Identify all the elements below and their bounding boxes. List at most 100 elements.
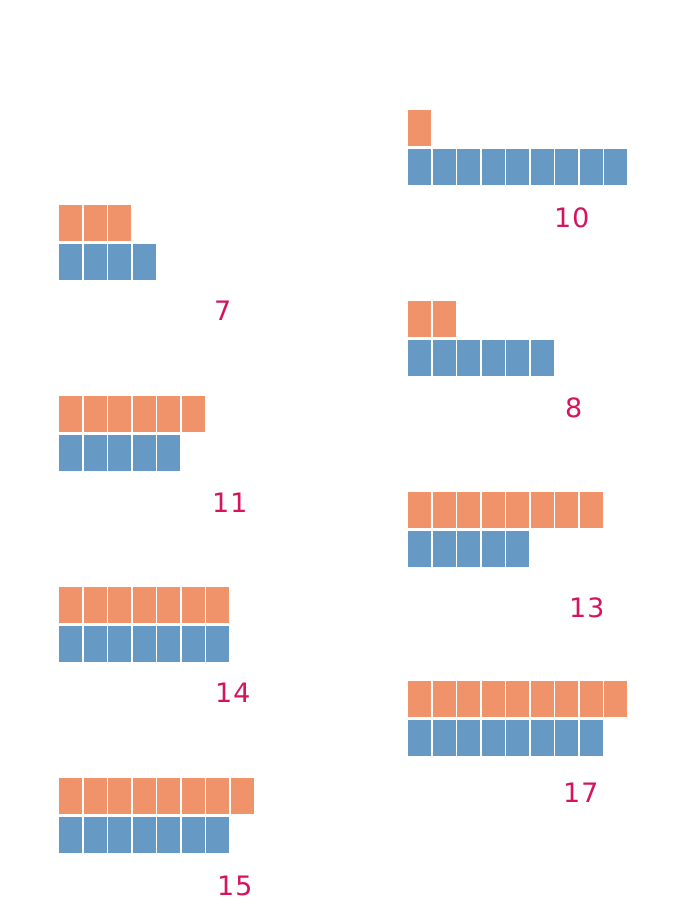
blue-square <box>108 244 131 280</box>
orange-square <box>83 396 107 432</box>
total-label: 14 <box>215 678 252 709</box>
blue-square <box>59 435 82 471</box>
bottom-row <box>59 817 231 853</box>
total-label: 11 <box>212 488 249 519</box>
total-label: 17 <box>563 778 600 809</box>
blue-square <box>432 340 456 376</box>
orange-square <box>408 110 431 146</box>
blue-square <box>481 340 505 376</box>
bottom-row <box>408 340 555 376</box>
blue-square <box>457 720 480 756</box>
blue-square <box>108 435 131 471</box>
blue-square <box>181 626 205 662</box>
blue-square <box>432 149 456 185</box>
blue-square <box>506 340 529 376</box>
orange-square <box>59 205 82 241</box>
orange-square <box>108 205 131 241</box>
top-row <box>408 301 457 337</box>
orange-square <box>408 681 431 717</box>
blue-square <box>579 149 603 185</box>
blue-square <box>530 149 554 185</box>
orange-square <box>579 681 603 717</box>
blue-square <box>83 435 107 471</box>
orange-square <box>457 492 480 528</box>
orange-square <box>555 681 578 717</box>
orange-square <box>181 587 205 623</box>
blue-square <box>108 626 131 662</box>
orange-square <box>604 681 627 717</box>
blue-square <box>206 817 229 853</box>
orange-square <box>555 492 578 528</box>
blue-square <box>59 244 82 280</box>
orange-square <box>432 301 456 337</box>
blue-square <box>408 531 431 567</box>
bottom-row <box>59 626 231 662</box>
blue-square <box>432 720 456 756</box>
blue-square <box>555 720 578 756</box>
orange-square <box>157 396 180 432</box>
blue-square <box>108 817 131 853</box>
blue-square <box>157 817 180 853</box>
bottom-row <box>59 244 157 280</box>
blue-square <box>132 435 156 471</box>
blue-square <box>157 435 180 471</box>
total-label: 13 <box>569 593 606 624</box>
blue-square <box>457 340 480 376</box>
blue-square <box>408 340 431 376</box>
blue-square <box>59 817 82 853</box>
blue-square <box>132 244 156 280</box>
blue-square <box>157 626 180 662</box>
orange-square <box>206 587 229 623</box>
orange-square <box>132 396 156 432</box>
blue-square <box>481 720 505 756</box>
total-label: 8 <box>565 393 584 424</box>
blue-square <box>555 149 578 185</box>
blue-square <box>59 626 82 662</box>
bottom-row <box>59 435 182 471</box>
orange-square <box>108 587 131 623</box>
blue-square <box>579 720 603 756</box>
blue-square <box>408 149 431 185</box>
orange-square <box>579 492 603 528</box>
blue-square <box>83 244 107 280</box>
blue-square <box>457 149 480 185</box>
orange-square <box>408 492 431 528</box>
blue-square <box>432 531 456 567</box>
top-row <box>408 492 604 528</box>
blue-square <box>604 149 627 185</box>
orange-square <box>481 492 505 528</box>
orange-square <box>530 492 554 528</box>
blue-square <box>206 626 229 662</box>
blue-square <box>506 720 529 756</box>
bottom-row <box>408 531 531 567</box>
orange-square <box>181 778 205 814</box>
blue-square <box>132 626 156 662</box>
orange-square <box>432 492 456 528</box>
orange-square <box>181 396 205 432</box>
top-row <box>59 587 231 623</box>
orange-square <box>457 681 480 717</box>
orange-square <box>481 681 505 717</box>
blue-square <box>530 340 554 376</box>
top-row <box>59 396 206 432</box>
orange-square <box>157 587 180 623</box>
blue-square <box>408 720 431 756</box>
orange-square <box>59 396 82 432</box>
orange-square <box>132 778 156 814</box>
blue-square <box>181 817 205 853</box>
top-row <box>408 110 433 146</box>
total-label: 15 <box>217 871 254 902</box>
blue-square <box>530 720 554 756</box>
top-row <box>408 681 629 717</box>
total-label: 7 <box>214 296 233 327</box>
blue-square <box>506 531 529 567</box>
blue-square <box>481 531 505 567</box>
orange-square <box>108 396 131 432</box>
orange-square <box>108 778 131 814</box>
orange-square <box>408 301 431 337</box>
bottom-row <box>408 720 604 756</box>
top-row <box>59 205 133 241</box>
blue-square <box>132 817 156 853</box>
orange-square <box>132 587 156 623</box>
